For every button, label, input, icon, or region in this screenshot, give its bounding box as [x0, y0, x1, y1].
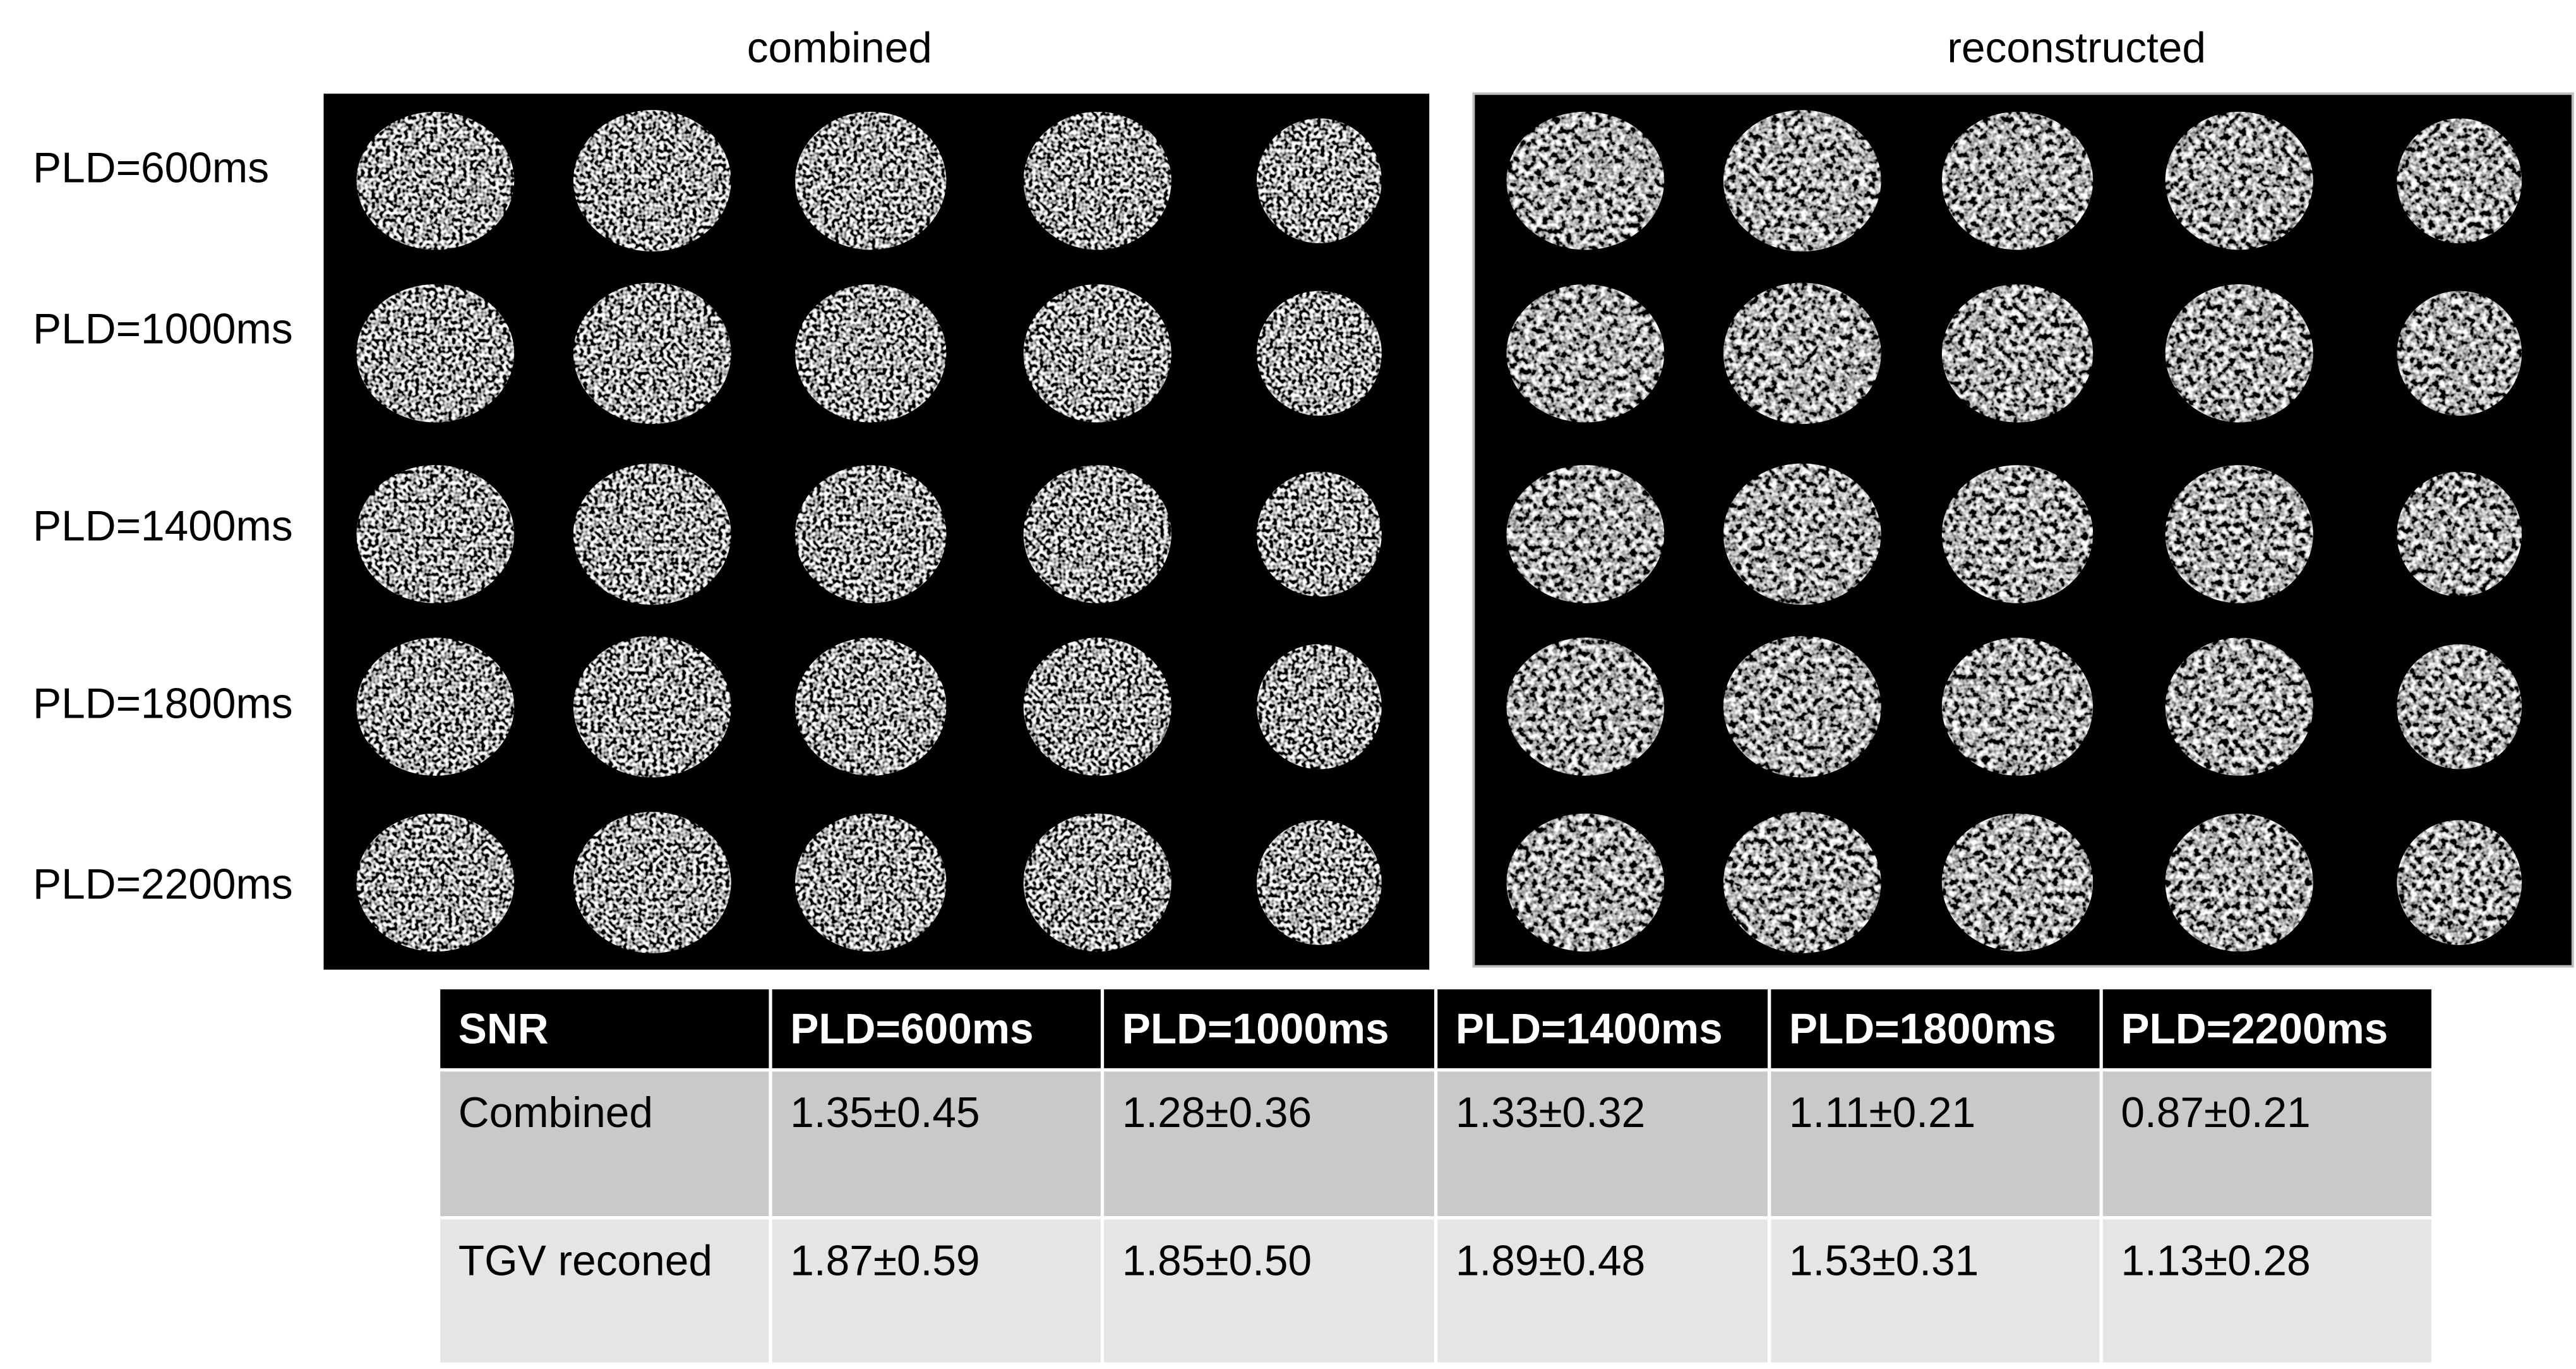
table-cell — [2099, 1068, 2435, 1220]
header-text: PLD=1400ms — [1456, 1006, 1723, 1053]
panel-heading: combined — [747, 25, 932, 72]
header-text: PLD=2200ms — [2121, 1006, 2388, 1053]
brain-slice — [1506, 284, 1665, 423]
brain-slice — [1023, 465, 1171, 603]
brain-slice — [356, 813, 515, 952]
brain-slice — [2165, 284, 2313, 423]
brain-slice — [573, 463, 731, 605]
row-label: PLD=1000ms — [33, 305, 293, 353]
cell-text: 1.85±0.50 — [1122, 1237, 1312, 1284]
table-cell — [1100, 1068, 1438, 1220]
brain-slice — [1506, 637, 1665, 776]
brain-slice — [2165, 465, 2313, 603]
table-cell — [769, 1068, 1105, 1220]
brain-slice — [1257, 471, 1382, 597]
brain-slice — [2397, 118, 2522, 244]
table-cell — [1768, 1068, 2103, 1220]
brain-slice — [2165, 813, 2313, 952]
brain-slice — [1506, 465, 1665, 603]
brain-slice — [356, 284, 515, 423]
cell-text: 1.35±0.45 — [790, 1089, 979, 1137]
brain-slice — [573, 110, 731, 252]
brain-slice — [1506, 111, 1665, 250]
table-cell — [1768, 1216, 2103, 1366]
brain-images — [356, 110, 2522, 953]
header-cell — [769, 986, 1105, 1072]
brain-slice — [1723, 636, 1881, 778]
brain-slice — [1023, 284, 1171, 423]
brain-slice — [1023, 111, 1171, 250]
row-label: PLD=2200ms — [33, 861, 293, 908]
brain-slice — [1941, 637, 2094, 776]
brain-slice — [1257, 291, 1382, 416]
cell-text: 1.11±0.21 — [1789, 1089, 1975, 1137]
cell-text: TGV reconed — [458, 1237, 712, 1284]
table-cell — [2099, 1216, 2435, 1366]
brain-slice — [356, 111, 515, 250]
brain-slice — [1941, 111, 2094, 250]
header-text: SNR — [458, 1006, 549, 1053]
snr-table: SNR PLD=600ms PLD=1000ms PLD=1400ms PLD=1800… — [436, 986, 2435, 1366]
header-text: PLD=1800ms — [1789, 1006, 2056, 1053]
panel-heading: reconstructed — [1947, 25, 2206, 72]
brain-slice — [1723, 812, 1881, 953]
cell-text: 1.53±0.31 — [1789, 1237, 1979, 1284]
brain-slice — [1257, 820, 1382, 945]
brain-slice — [1941, 284, 2094, 423]
brain-slice — [1023, 637, 1171, 776]
row-label: PLD=1800ms — [33, 680, 293, 727]
brain-slice — [1723, 110, 1881, 252]
brain-slice — [1941, 813, 2094, 952]
brain-slice — [1257, 644, 1382, 769]
header-cell — [436, 986, 772, 1072]
brain-slice — [1257, 118, 1382, 244]
cell-text: 1.13±0.28 — [2121, 1237, 2310, 1284]
header-cell — [2099, 986, 2435, 1072]
brain-slice — [2165, 111, 2313, 250]
cell-text: 1.87±0.59 — [790, 1237, 979, 1284]
brain-slice — [356, 637, 515, 776]
table-cell — [436, 1068, 772, 1220]
row-label: PLD=600ms — [33, 144, 269, 191]
brain-slice — [573, 636, 731, 778]
brain-slice — [356, 465, 515, 603]
brain-slice — [2397, 644, 2522, 769]
brain-slice — [2397, 291, 2522, 416]
brain-slice — [1506, 813, 1665, 952]
row-labels: PLD=600ms PLD=1000ms PLD=1400ms PLD=1800ms P… — [33, 144, 293, 908]
row-label: PLD=1400ms — [33, 503, 293, 550]
table-cell — [1100, 1216, 1438, 1366]
brain-slice — [795, 637, 947, 776]
brain-slice — [2397, 471, 2522, 597]
cell-text: 0.87±0.21 — [2121, 1089, 2310, 1137]
table-cell — [436, 1216, 772, 1366]
brain-slice — [1023, 813, 1171, 952]
table-cell — [1434, 1216, 1771, 1366]
brain-slice — [795, 284, 947, 423]
brain-slice — [795, 111, 947, 250]
brain-slice — [1723, 282, 1881, 425]
cell-text: 1.89±0.48 — [1456, 1237, 1645, 1284]
brain-slice — [795, 465, 947, 603]
brain-slice — [573, 282, 731, 425]
cell-text: 1.33±0.32 — [1456, 1089, 1645, 1137]
brain-slice — [2397, 820, 2522, 945]
brain-slice — [2165, 637, 2313, 776]
cell-text: 1.28±0.36 — [1122, 1089, 1312, 1137]
header-text: PLD=600ms — [790, 1006, 1033, 1053]
header-text: PLD=1000ms — [1122, 1006, 1389, 1053]
brain-slice — [573, 812, 731, 953]
brain-slice — [795, 813, 947, 952]
brain-slice — [1941, 465, 2094, 603]
cell-text: Combined — [458, 1089, 653, 1137]
table-cell — [769, 1216, 1105, 1366]
brain-slice — [1723, 463, 1881, 605]
